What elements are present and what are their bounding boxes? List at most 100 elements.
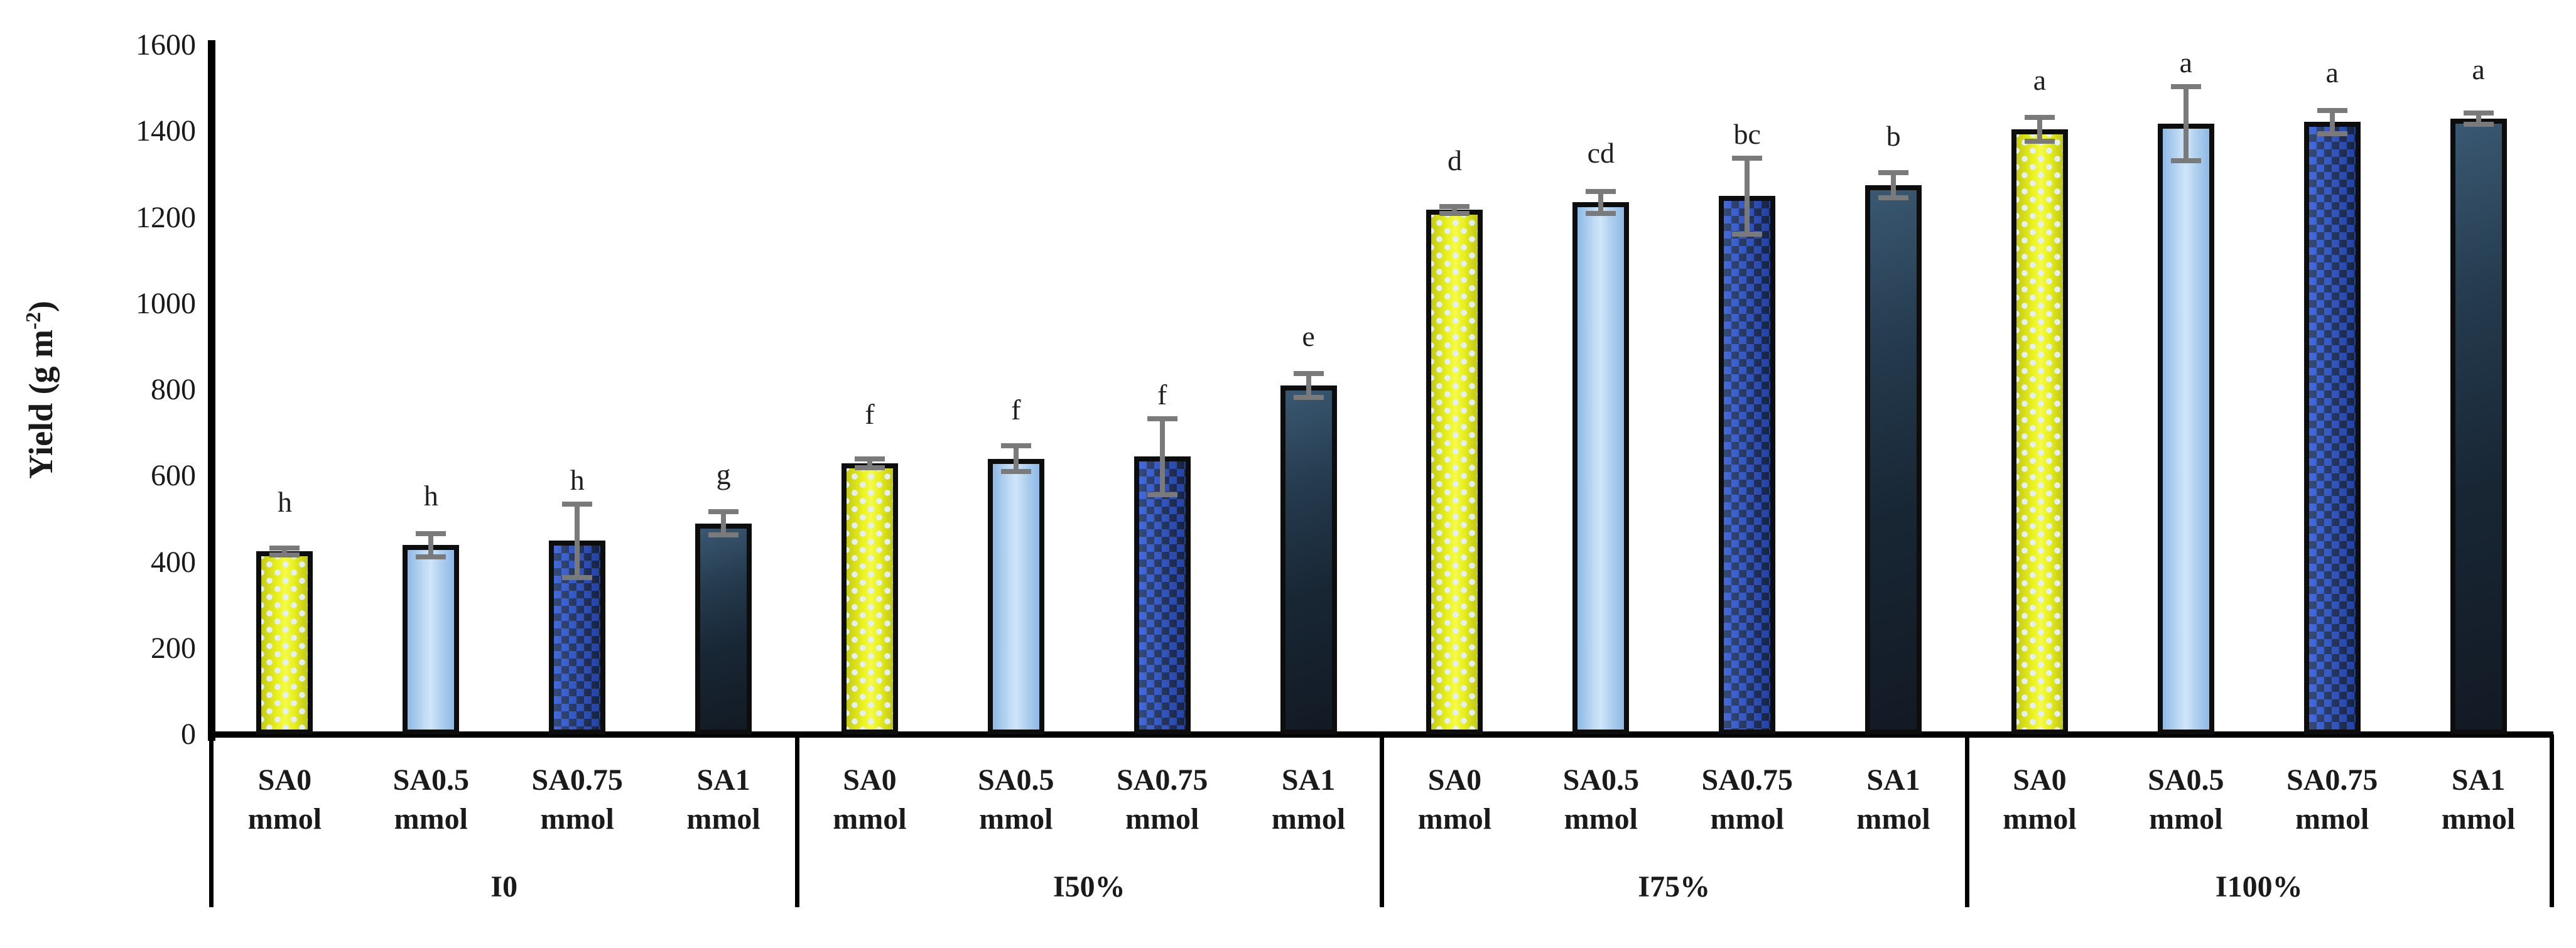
- error-bar-cap-top: [1878, 170, 1909, 176]
- bar-I50%-SA0: [841, 463, 898, 735]
- y-tick-label: 1000: [136, 286, 196, 320]
- error-bar-cap-bottom: [2317, 131, 2347, 136]
- significance-letter: f: [1011, 393, 1021, 426]
- error-bar-stem: [1745, 158, 1750, 234]
- significance-letter: a: [2033, 63, 2047, 96]
- x-category-label: SA0 mmol: [2003, 763, 2077, 836]
- bar-I0-SA0: [256, 551, 313, 735]
- significance-letter: a: [2179, 46, 2193, 78]
- error-bar-cap-top: [269, 545, 300, 551]
- error-bar-cap-top: [562, 501, 593, 507]
- error-bar-cap-bottom: [1878, 195, 1909, 200]
- bar-I50%-SA0.5: [987, 458, 1044, 735]
- error-bar-cap-bottom: [854, 465, 885, 470]
- y-tick-label: 600: [151, 459, 196, 493]
- y-tick-label: 200: [151, 631, 196, 665]
- significance-letter: a: [2325, 57, 2339, 89]
- significance-letter: g: [716, 458, 731, 490]
- error-bar-stem: [1452, 206, 1458, 213]
- significance-letter: e: [1302, 320, 1315, 353]
- error-bar-cap-bottom: [2463, 121, 2494, 127]
- error-bar-cap-top: [1586, 188, 1616, 194]
- bar-I75%-SA1: [1865, 185, 1922, 735]
- bar-I0-SA1: [695, 523, 752, 735]
- error-bar-cap-top: [2170, 83, 2201, 89]
- y-tick-label: 1200: [136, 200, 196, 234]
- error-bar-cap-top: [854, 456, 885, 461]
- error-bar-cap-top: [2463, 110, 2494, 116]
- error-bar-stem: [2329, 110, 2335, 134]
- bar-I50%-SA0.75: [1134, 456, 1191, 735]
- group-separator: [1380, 735, 1384, 907]
- y-tick-label: 0: [181, 718, 196, 751]
- error-bar-stem: [867, 458, 872, 468]
- significance-letter: bc: [1733, 117, 1761, 150]
- x-category-label: SA1 mmol: [1856, 763, 1930, 836]
- error-bar-cap-top: [2024, 114, 2055, 120]
- significance-letter: b: [1886, 120, 1901, 153]
- bar-I100%-SA0: [2011, 129, 2068, 735]
- error-bar-stem: [1013, 446, 1019, 472]
- error-bar-cap-top: [1000, 443, 1031, 449]
- error-bar-cap-bottom: [1586, 211, 1616, 217]
- error-bar-stem: [575, 504, 580, 578]
- x-category-label: SA0.75 mmol: [2286, 763, 2378, 836]
- x-category-label: SA0.5 mmol: [978, 763, 1054, 836]
- y-tick-label: 400: [151, 545, 196, 579]
- error-bar-cap-bottom: [1000, 469, 1031, 475]
- error-bar-cap-bottom: [1293, 395, 1324, 401]
- error-bar-cap-top: [416, 531, 446, 536]
- error-bar-cap-bottom: [708, 532, 739, 538]
- error-bar-cap-bottom: [2024, 139, 2055, 144]
- bar-I75%-SA0: [1426, 210, 1483, 735]
- significance-letter: f: [1157, 378, 1167, 411]
- error-bar-cap-top: [1293, 370, 1324, 376]
- x-group-label: I0: [490, 870, 518, 903]
- x-category-label: SA0 mmol: [1417, 763, 1492, 836]
- bar-I50%-SA1: [1280, 385, 1337, 735]
- bar-I75%-SA0.75: [1719, 196, 1776, 735]
- error-bar-stem: [721, 512, 727, 536]
- error-bar-cap-top: [2317, 107, 2347, 113]
- x-group-label: I100%: [2215, 870, 2303, 903]
- x-category-label: SA0.5 mmol: [2148, 763, 2224, 836]
- error-bar-cap-bottom: [416, 554, 446, 559]
- error-bar-cap-top: [708, 509, 739, 515]
- significance-letter: h: [570, 463, 585, 496]
- x-category-label: SA0.75 mmol: [1701, 763, 1793, 836]
- group-separator: [209, 735, 214, 907]
- error-bar-cap-top: [1147, 416, 1177, 421]
- error-bar-stem: [1159, 418, 1165, 495]
- bar-I100%-SA1: [2450, 118, 2507, 735]
- error-bar-stem: [2183, 86, 2189, 161]
- error-bar-cap-bottom: [269, 552, 300, 557]
- y-tick-label: 1400: [136, 114, 196, 148]
- x-category-label: SA0.75 mmol: [1117, 763, 1208, 836]
- significance-letter: f: [865, 397, 875, 430]
- significance-letter: h: [423, 480, 438, 512]
- significance-letter: a: [2472, 53, 2485, 85]
- x-group-label: I50%: [1053, 870, 1125, 903]
- significance-letter: cd: [1587, 137, 1615, 170]
- x-category-label: SA1 mmol: [686, 763, 760, 836]
- bar-I100%-SA0.75: [2303, 122, 2361, 735]
- error-bar-stem: [1891, 173, 1897, 198]
- error-bar-cap-bottom: [1439, 210, 1470, 216]
- group-separator: [2550, 735, 2554, 907]
- y-tick-label: 800: [151, 373, 196, 406]
- bar-I75%-SA0.5: [1572, 202, 1630, 735]
- error-bar-cap-bottom: [1732, 231, 1763, 237]
- significance-letter: h: [277, 486, 292, 519]
- error-bar-cap-top: [1439, 203, 1470, 209]
- error-bar-stem: [1598, 191, 1604, 214]
- error-bar-stem: [1306, 373, 1311, 398]
- x-category-label: SA0.75 mmol: [531, 763, 623, 836]
- x-group-label: I75%: [1638, 870, 1711, 903]
- x-category-label: SA1 mmol: [1271, 763, 1346, 836]
- error-bar-cap-bottom: [562, 574, 593, 580]
- error-bar-cap-top: [1732, 155, 1763, 161]
- group-separator: [794, 735, 799, 907]
- x-category-label: SA0 mmol: [247, 763, 322, 836]
- x-category-label: SA0.5 mmol: [392, 763, 469, 836]
